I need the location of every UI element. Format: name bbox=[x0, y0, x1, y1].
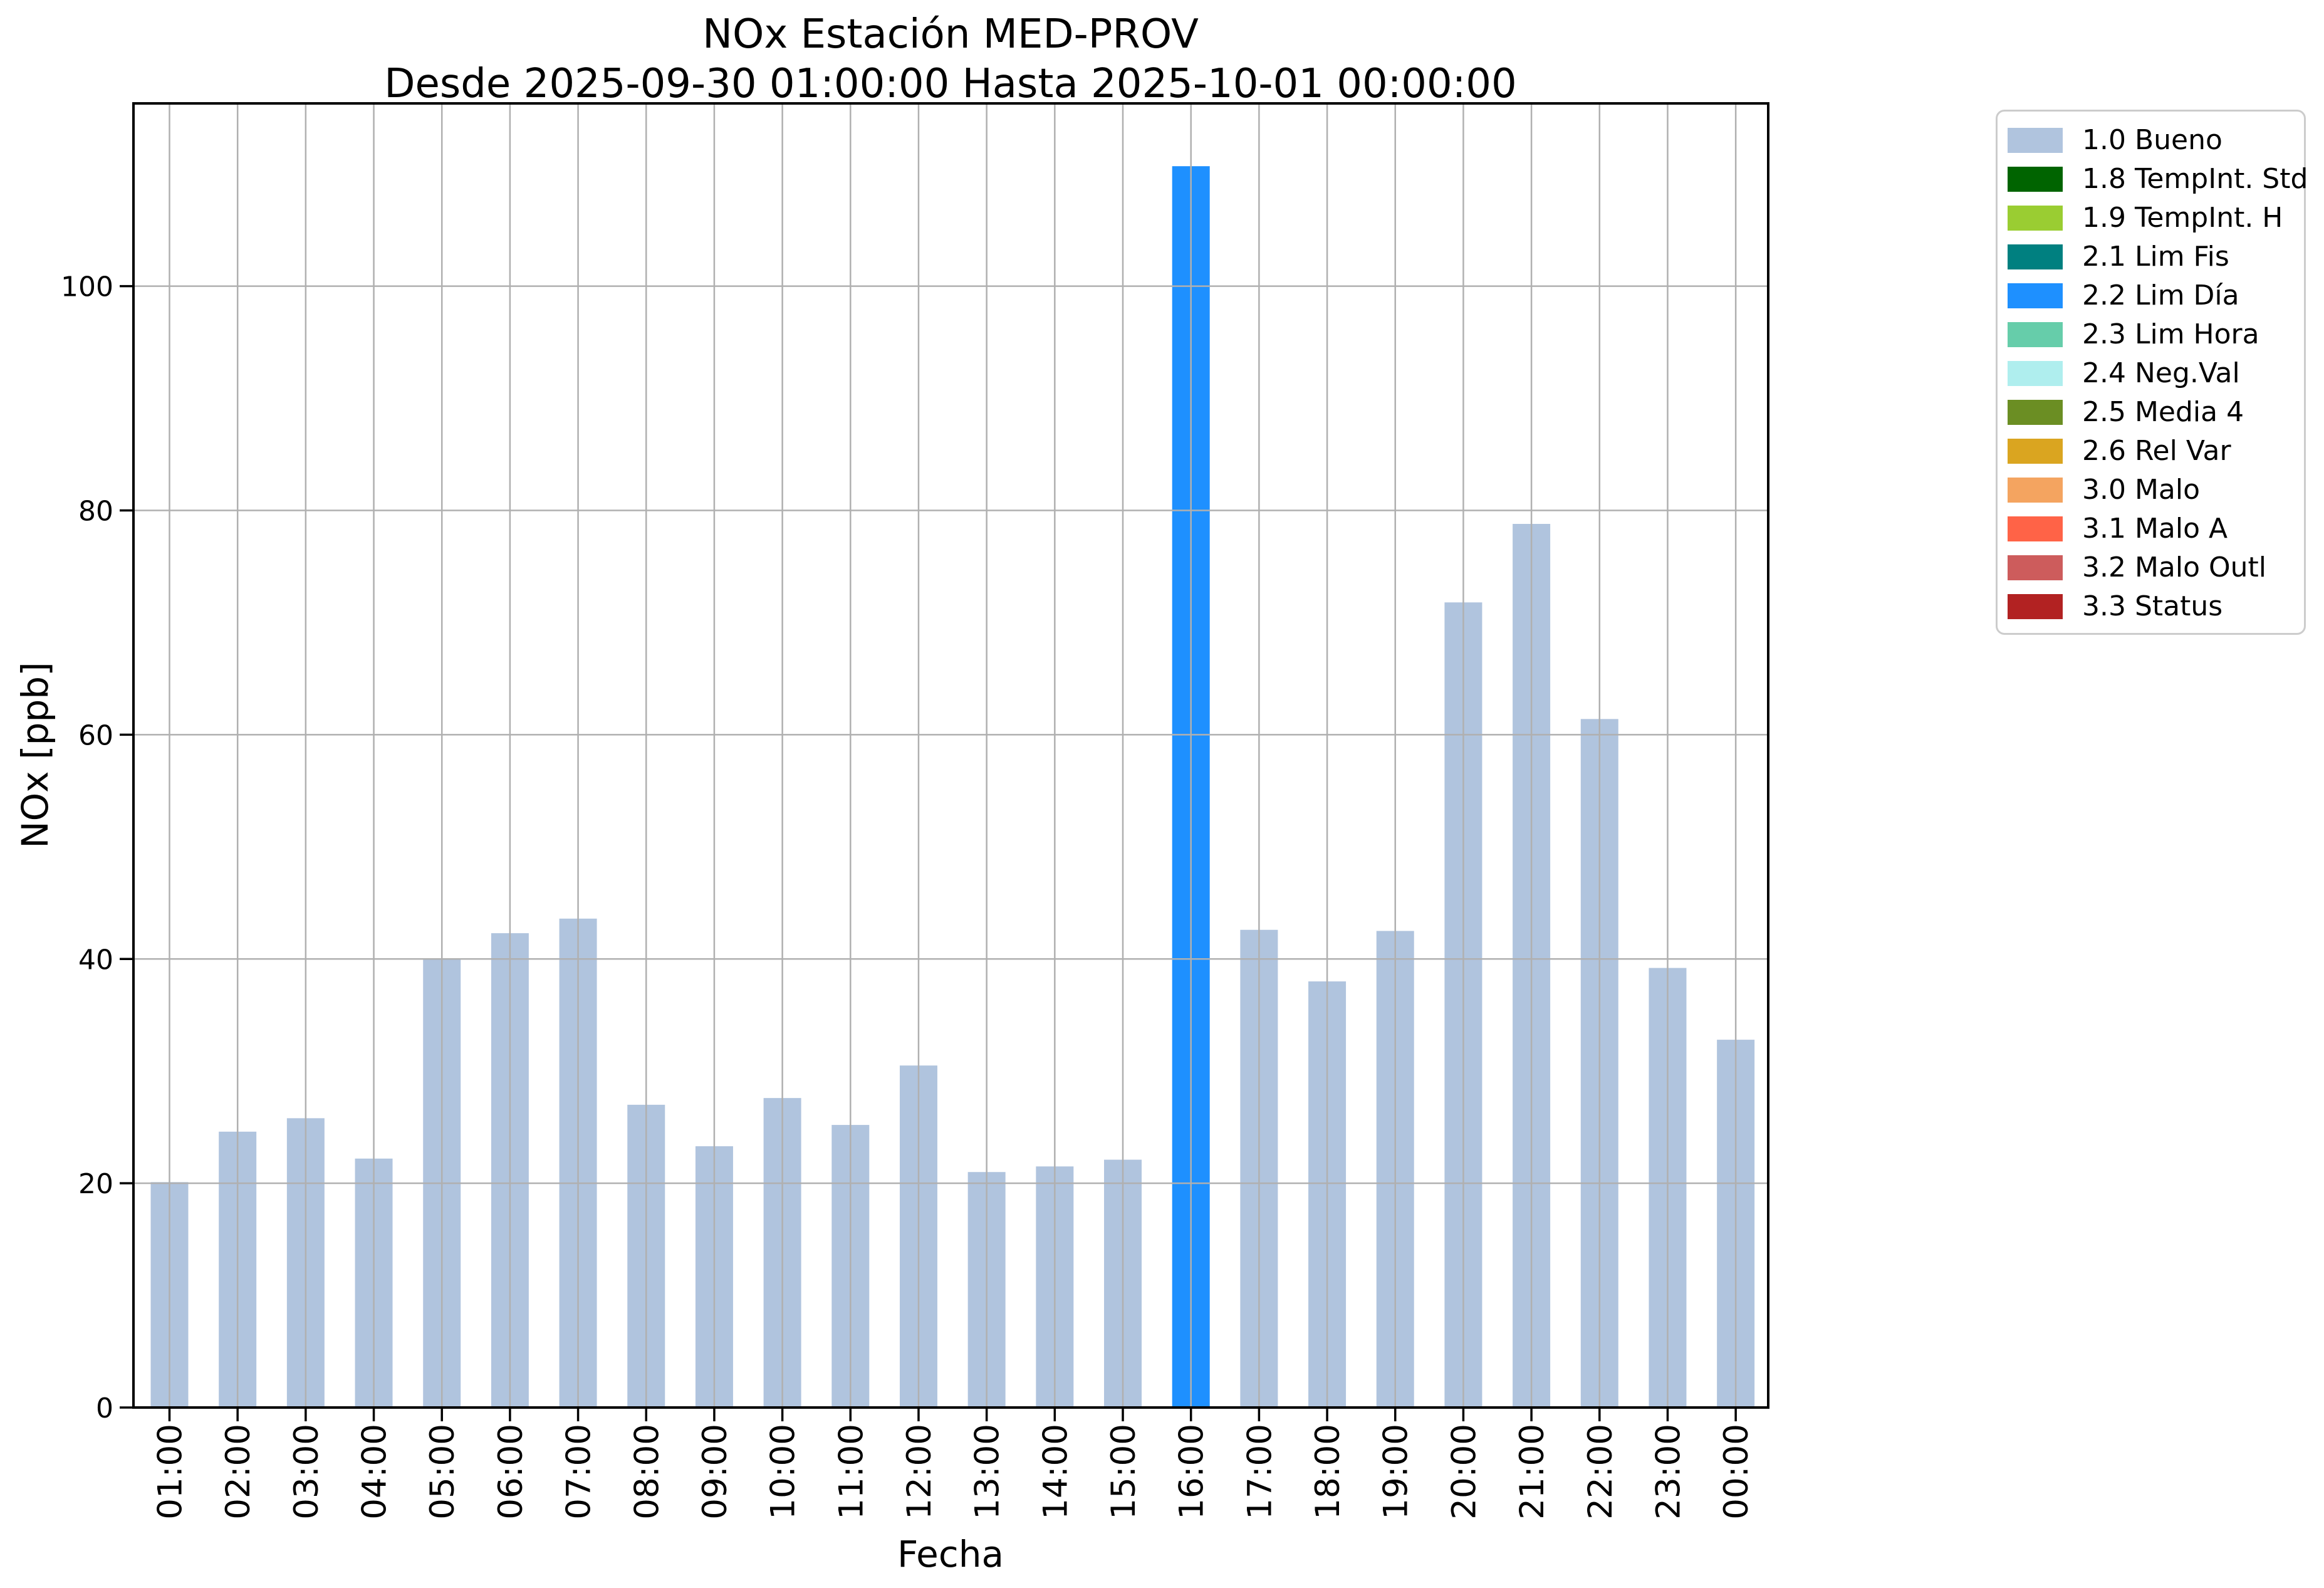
x-tick-label: 22:00 bbox=[1581, 1424, 1620, 1520]
legend-swatch bbox=[2008, 516, 2063, 541]
legend-label: 2.6 Rel Var bbox=[2082, 435, 2231, 467]
legend-label: 3.3 Status bbox=[2082, 590, 2223, 622]
legend-label: 2.5 Media 4 bbox=[2082, 396, 2244, 428]
x-tick-label: 23:00 bbox=[1649, 1424, 1687, 1520]
legend-label: 3.2 Malo Outl bbox=[2082, 551, 2267, 583]
legend-swatch bbox=[2008, 594, 2063, 619]
legend-swatch bbox=[2008, 206, 2063, 231]
x-tick-label: 17:00 bbox=[1241, 1424, 1279, 1520]
x-tick-label: 07:00 bbox=[560, 1424, 598, 1520]
x-tick-label: 16:00 bbox=[1173, 1424, 1211, 1520]
x-tick-label: 06:00 bbox=[492, 1424, 530, 1520]
legend-label: 3.0 Malo bbox=[2082, 474, 2201, 506]
legend-label: 2.4 Neg.Val bbox=[2082, 357, 2240, 389]
legend-item-1-9-tempint-h: 1.9 TempInt. H bbox=[1998, 199, 2304, 238]
legend-label: 1.0 Bueno bbox=[2082, 124, 2222, 156]
legend-item-2-2-lim-día: 2.2 Lim Día bbox=[1998, 276, 2304, 315]
x-tick-label: 14:00 bbox=[1036, 1424, 1075, 1520]
legend: 1.0 Bueno 1.8 TempInt. Std 1.9 TempInt. H 2… bbox=[1996, 110, 2308, 635]
x-tick-label: 11:00 bbox=[832, 1424, 870, 1520]
legend-item-2-5-media-4: 2.5 Media 4 bbox=[1998, 393, 2304, 432]
legend-swatch bbox=[2008, 283, 2063, 308]
y-tick-label: 60 bbox=[78, 719, 113, 751]
axes-spines bbox=[132, 102, 1769, 1409]
legend-item-1-8-tempint-std: 1.8 TempInt. Std bbox=[1998, 160, 2308, 199]
y-tick-label: 0 bbox=[96, 1392, 113, 1424]
legend-swatch bbox=[2008, 439, 2063, 464]
y-tick-label: 20 bbox=[78, 1168, 113, 1200]
legend-label: 3.1 Malo A bbox=[2082, 513, 2228, 545]
legend-item-3-1-malo-a: 3.1 Malo A bbox=[1998, 509, 2304, 548]
y-tick-label: 80 bbox=[78, 496, 113, 528]
chart-title-line2: Desde 2025-09-30 01:00:00 Hasta 2025-10-… bbox=[384, 61, 1517, 107]
y-tick-label: 100 bbox=[61, 271, 113, 303]
legend-item-2-3-lim-hora: 2.3 Lim Hora bbox=[1998, 315, 2304, 354]
x-tick-label: 13:00 bbox=[969, 1424, 1007, 1520]
legend-swatch bbox=[2008, 322, 2063, 347]
chart-title: NOx Estación MED-PROV Desde 2025-09-30 0… bbox=[384, 10, 1516, 109]
x-tick-label: 01:00 bbox=[152, 1424, 190, 1520]
x-tick-label: 12:00 bbox=[900, 1424, 939, 1520]
legend-item-2-4-neg-val: 2.4 Neg.Val bbox=[1998, 354, 2304, 393]
x-tick-label: 09:00 bbox=[696, 1424, 734, 1520]
x-tick-label: 10:00 bbox=[764, 1424, 803, 1520]
legend-swatch bbox=[2008, 400, 2063, 425]
x-tick-label: 05:00 bbox=[424, 1424, 462, 1520]
y-tick-label: 40 bbox=[78, 944, 113, 976]
legend-item-3-3-status: 3.3 Status bbox=[1998, 587, 2304, 626]
legend-swatch bbox=[2008, 361, 2063, 386]
legend-label: 2.3 Lim Hora bbox=[2082, 318, 2259, 350]
x-tick-label: 20:00 bbox=[1445, 1424, 1483, 1520]
legend-label: 1.9 TempInt. H bbox=[2082, 202, 2283, 234]
legend-swatch bbox=[2008, 128, 2063, 153]
x-tick-label: 21:00 bbox=[1513, 1424, 1551, 1520]
legend-swatch bbox=[2008, 167, 2063, 192]
x-tick-label: 18:00 bbox=[1309, 1424, 1347, 1520]
x-tick-label: 03:00 bbox=[288, 1424, 326, 1520]
legend-swatch bbox=[2008, 555, 2063, 580]
legend-item-3-2-malo-outl: 3.2 Malo Outl bbox=[1998, 548, 2304, 587]
x-tick-label: 04:00 bbox=[356, 1424, 394, 1520]
x-tick-label: 08:00 bbox=[628, 1424, 666, 1520]
legend-item-2-6-rel-var: 2.6 Rel Var bbox=[1998, 432, 2304, 471]
legend-label: 1.8 TempInt. Std bbox=[2082, 163, 2308, 195]
legend-swatch bbox=[2008, 478, 2063, 503]
x-tick-label: 02:00 bbox=[219, 1424, 258, 1520]
legend-item-3-0-malo: 3.0 Malo bbox=[1998, 471, 2304, 509]
x-tick-label: 00:00 bbox=[1717, 1424, 1756, 1520]
legend-label: 2.1 Lim Fis bbox=[2082, 241, 2229, 273]
x-tick-label: 19:00 bbox=[1377, 1424, 1415, 1520]
x-axis-label: Fecha bbox=[897, 1533, 1004, 1575]
legend-label: 2.2 Lim Día bbox=[2082, 279, 2239, 311]
legend-swatch bbox=[2008, 244, 2063, 269]
y-axis-label: NOx [ppb] bbox=[14, 662, 56, 849]
chart-title-line1: NOx Estación MED-PROV bbox=[702, 11, 1199, 58]
legend-item-2-1-lim-fis: 2.1 Lim Fis bbox=[1998, 238, 2304, 276]
legend-item-1-0-bueno: 1.0 Bueno bbox=[1998, 121, 2304, 160]
x-tick-label: 15:00 bbox=[1105, 1424, 1143, 1520]
